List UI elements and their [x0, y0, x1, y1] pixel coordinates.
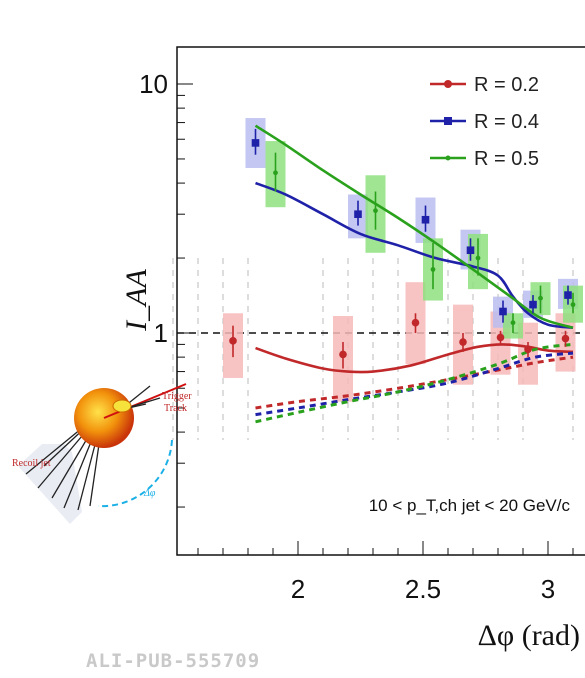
data-point-r05	[570, 302, 576, 308]
data-point-r02	[339, 350, 347, 359]
legend-marker-r05	[445, 155, 451, 161]
inset-delta-phi-label: Δφ	[143, 488, 156, 499]
legend-label-r04: R = 0.4	[474, 111, 539, 133]
model-curve-3	[255, 355, 574, 410]
data-point-r02	[524, 345, 532, 354]
data-point-r05	[430, 267, 436, 272]
x-tick-label: 2.5	[405, 574, 441, 604]
data-point-r04	[466, 246, 475, 255]
data-point-r04	[354, 210, 362, 218]
legend-label-r05: R = 0.5	[474, 148, 539, 170]
plot-frame	[176, 46, 585, 556]
x-axis-title: Δφ (rad)	[478, 619, 580, 652]
x-axis-ticks	[197, 541, 574, 555]
data-point-r04	[251, 139, 260, 147]
data-point-r04	[499, 307, 507, 316]
recoil-jet-cone	[18, 444, 82, 524]
event-schematic-inset: Trigger Track Recoil jet Δφ	[12, 383, 192, 524]
data-point-r02	[459, 338, 467, 346]
model-curve-2	[254, 124, 574, 329]
legend-marker-r04	[444, 117, 452, 125]
model-curve-4	[255, 351, 574, 417]
kinematic-range-annotation: 10 < p_T,ch jet < 20 GeV/c	[369, 496, 571, 515]
x-tick-label: 3	[541, 574, 555, 604]
data-point-r04	[564, 291, 572, 299]
delta-phi-arc	[97, 439, 173, 508]
inset-trigger-label: Trigger	[162, 391, 192, 402]
y-tick-label: 1	[154, 318, 168, 348]
legend-marker-r02	[444, 80, 452, 88]
y-axis-ticks	[177, 83, 193, 508]
data-point-r02	[411, 318, 420, 327]
legend: R = 0.2 R = 0.4 R = 0.5	[430, 74, 539, 170]
data-point-r02	[496, 333, 505, 342]
data-point-r02	[229, 337, 237, 345]
model-curve-1	[255, 181, 574, 330]
data-point-r05	[273, 170, 278, 176]
legend-label-r02: R = 0.2	[474, 74, 539, 96]
inset-recoil-label: Recoil jet	[12, 458, 51, 469]
data-point-r04	[421, 215, 430, 224]
data-point-r05	[510, 320, 516, 326]
model-curve-5	[255, 342, 574, 424]
data-point-r02	[561, 334, 570, 343]
trigger-origin-marker	[112, 399, 132, 413]
x-tick-label: 2	[291, 574, 305, 604]
data-point-r04	[529, 300, 537, 309]
inset-track-label: Track	[164, 403, 187, 414]
y-axis-title: I_AA	[120, 269, 153, 332]
y-tick-label: 10	[139, 69, 168, 99]
data-points	[229, 128, 576, 369]
data-point-r05	[373, 208, 378, 214]
publication-id: ALI-PUB-555709	[86, 650, 261, 672]
data-point-r05	[475, 255, 481, 261]
data-point-r05	[538, 295, 543, 301]
trigger-track-line	[103, 383, 187, 419]
